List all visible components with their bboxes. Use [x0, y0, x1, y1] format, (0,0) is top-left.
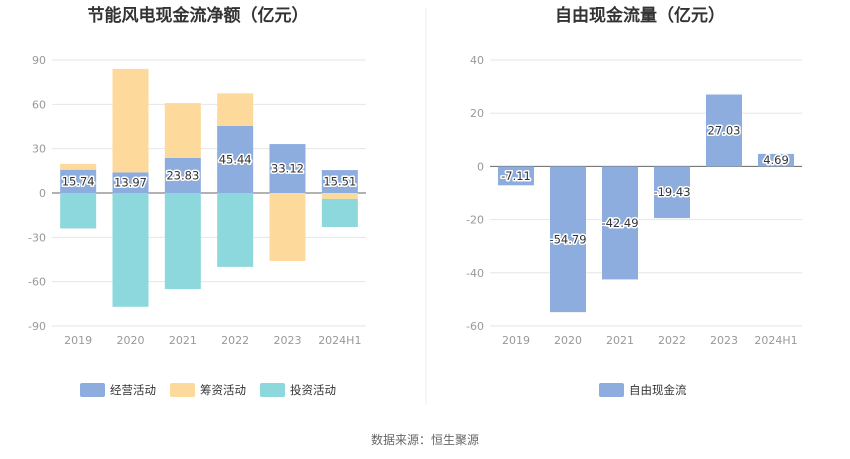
y-tick-label: 40: [470, 54, 484, 67]
x-tick-label: 2021: [606, 334, 634, 347]
y-tick-label: 60: [32, 98, 46, 111]
x-tick-label: 2023: [274, 334, 302, 347]
bar: [112, 193, 149, 307]
data-label: 33.12: [271, 162, 304, 176]
y-tick-label: -20: [466, 214, 484, 227]
data-label: -42.49: [601, 216, 638, 230]
x-tick-label: 2023: [710, 334, 738, 347]
legend-swatch: [170, 383, 195, 397]
data-label: 27.03: [708, 123, 741, 137]
bar: [321, 198, 358, 227]
bar: [164, 193, 201, 290]
legend-label: 投资活动: [290, 383, 336, 397]
bar: [321, 170, 358, 193]
bar: [217, 125, 254, 193]
free-cash-flow-chart: 自由现金流量（亿元） -60 -40 -20 0 20 40 2019 2020 2021 202…: [466, 5, 802, 397]
y-tick-label: 20: [470, 107, 484, 120]
bar: [758, 153, 794, 167]
y-tick-label: 0: [477, 160, 484, 173]
bar: [217, 93, 254, 126]
x-tick-label: 2022: [658, 334, 686, 347]
data-label: 45.44: [219, 152, 252, 166]
x-tick-label: 2020: [554, 334, 582, 347]
bar: [112, 68, 149, 173]
y-tick-label: -40: [466, 267, 484, 280]
x-tick-label: 2020: [117, 334, 145, 347]
bar: [164, 103, 201, 158]
y-tick-label: -90: [28, 320, 46, 333]
bar: [60, 169, 97, 193]
y-tick-label: 0: [39, 187, 46, 200]
bar: [498, 166, 534, 186]
legend-label: 自由现金流: [629, 383, 687, 397]
bar: [60, 163, 97, 170]
bar: [321, 193, 358, 199]
y-tick-label: -60: [466, 320, 484, 333]
legend-swatch: [80, 383, 105, 397]
x-tick-label: 2024H1: [318, 334, 361, 347]
x-tick-label: 2019: [64, 334, 92, 347]
data-label: 15.74: [62, 174, 95, 188]
legend-swatch: [260, 383, 285, 397]
bar: [269, 144, 306, 193]
bar: [60, 193, 97, 229]
bar: [550, 166, 586, 313]
y-tick-label: 30: [32, 143, 46, 156]
source-note: 数据来源：恒生聚源: [371, 432, 479, 447]
data-label: -7.11: [501, 169, 531, 183]
data-label: -19.43: [653, 185, 690, 199]
bar: [112, 172, 149, 193]
x-tick-label: 2024H1: [754, 334, 797, 347]
y-tick-label: 90: [32, 54, 46, 67]
x-tick-label: 2022: [221, 334, 249, 347]
bar: [269, 193, 306, 261]
bar: [602, 166, 638, 280]
chart-title: 自由现金流量（亿元）: [555, 5, 725, 26]
data-label: 23.83: [166, 168, 199, 182]
y-tick-label: -60: [28, 276, 46, 289]
chart-title: 节能风电现金流净额（亿元）: [88, 5, 309, 26]
legend-label: 筹资活动: [200, 383, 246, 397]
data-label: 13.97: [114, 176, 147, 190]
data-label: 4.69: [763, 153, 789, 167]
x-tick-label: 2021: [169, 334, 197, 347]
data-label: -54.79: [549, 232, 586, 246]
bar: [706, 94, 742, 167]
legend-label: 经营活动: [110, 383, 156, 397]
y-tick-label: -30: [28, 231, 46, 244]
data-label: 15.51: [323, 175, 356, 189]
legend-swatch: [599, 383, 624, 397]
bar: [654, 166, 690, 219]
bar: [164, 157, 201, 193]
net-cash-flow-chart: 节能风电现金流净额（亿元） -90 -60 -30 0 30 60 90 2019 2020 20…: [28, 5, 366, 397]
bar: [217, 193, 254, 267]
x-tick-label: 2019: [502, 334, 530, 347]
